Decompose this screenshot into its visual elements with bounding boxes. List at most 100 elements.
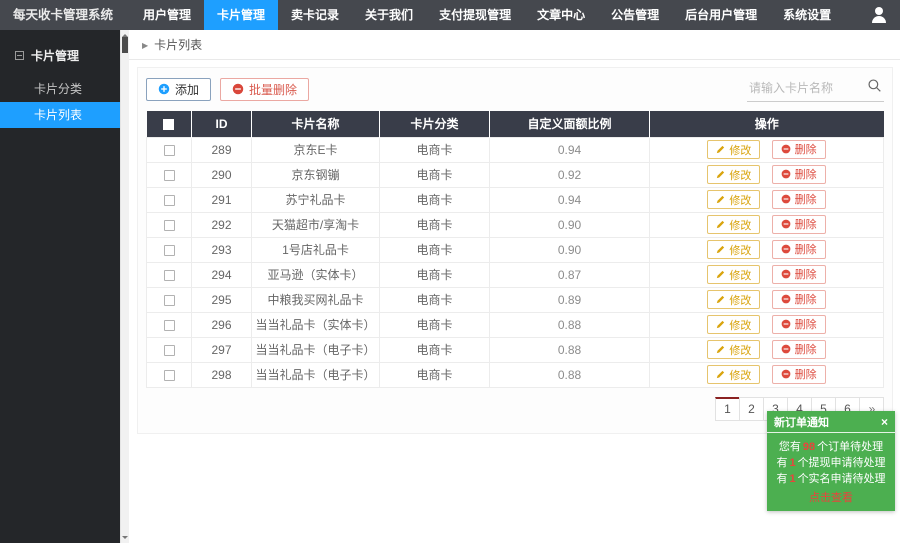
delete-button-label: 删除 <box>794 194 817 207</box>
header-id: ID <box>191 111 252 137</box>
page-button-1[interactable]: 1 <box>715 396 740 421</box>
select-all-checkbox[interactable] <box>163 119 175 131</box>
user-icon[interactable] <box>871 7 887 24</box>
row-checkbox[interactable] <box>163 244 175 256</box>
vertical-scrollbar[interactable] <box>120 30 129 543</box>
edit-button[interactable]: 修改 <box>707 140 761 160</box>
main-nav: 用户管理 卡片管理 卖卡记录 关于我们 支付提现管理 文章中心 公告管理 后台用户管理 系统设置 <box>130 0 844 30</box>
cell-actions: 修改 删除 <box>649 336 884 363</box>
row-checkbox[interactable] <box>163 219 175 231</box>
notification-line: 有 1 个提现申请待处理 <box>776 457 886 469</box>
delete-button[interactable]: 删除 <box>771 189 826 209</box>
cell-id: 291 <box>191 186 252 213</box>
table-header-row: ID 卡片名称 卡片分类 自定义面额比例 操作 <box>146 111 884 137</box>
pencil-icon <box>716 245 725 254</box>
table-row: 290 京东钢镚 电商卡 0.92 修改 删除 <box>146 161 884 188</box>
cell-card-category: 电商卡 <box>379 261 490 288</box>
row-checkbox[interactable] <box>163 294 175 306</box>
edit-button[interactable]: 修改 <box>707 290 761 310</box>
minus-circle-icon <box>781 244 791 254</box>
sidebar-group-label: 卡片管理 <box>31 49 80 63</box>
search-box <box>747 76 884 102</box>
cell-id: 296 <box>191 311 252 338</box>
delete-button[interactable]: 删除 <box>771 314 826 334</box>
delete-button[interactable]: 删除 <box>771 164 826 184</box>
edit-button[interactable]: 修改 <box>707 315 761 335</box>
notification-view-link[interactable]: 点击查看 <box>809 492 853 504</box>
delete-button[interactable]: 删除 <box>771 264 826 284</box>
batch-delete-button[interactable]: 批量删除 <box>220 77 310 101</box>
card-table: ID 卡片名称 卡片分类 自定义面额比例 操作 289 京东E卡 电商卡 0.9… <box>146 111 884 388</box>
edit-button[interactable]: 修改 <box>707 240 761 260</box>
minus-circle-icon <box>781 194 791 204</box>
cell-id: 298 <box>191 361 252 388</box>
delete-button[interactable]: 删除 <box>771 364 826 384</box>
cell-custom-ratio: 0.94 <box>489 136 650 163</box>
sidebar-item[interactable]: 卡片列表 <box>0 102 120 128</box>
delete-button[interactable]: 删除 <box>771 289 826 309</box>
delete-button[interactable]: 删除 <box>771 139 826 159</box>
delete-button-label: 删除 <box>794 244 817 257</box>
edit-button-label: 修改 <box>729 169 752 182</box>
search-input[interactable] <box>749 81 867 95</box>
nav-item[interactable]: 卡片管理 <box>204 0 279 30</box>
page-button-2[interactable]: 2 <box>739 396 764 421</box>
sidebar-group-card-management[interactable]: 卡片管理 <box>0 30 120 76</box>
edit-button[interactable]: 修改 <box>707 215 761 235</box>
user-icon-head <box>875 7 883 15</box>
delete-button-label: 删除 <box>794 344 817 357</box>
nav-item[interactable]: 支付提现管理 <box>439 8 512 22</box>
nav-item[interactable]: 文章中心 <box>537 8 586 22</box>
plus-circle-icon <box>158 83 170 95</box>
nav-item[interactable]: 用户管理 <box>143 8 192 22</box>
scroll-down-arrow-icon[interactable] <box>122 536 128 542</box>
notification-line: 有 1 个实名申请待处理 <box>776 473 886 485</box>
minus-circle-icon <box>781 319 791 329</box>
table-row: 298 当当礼品卡（电子卡） 电商卡 0.88 修改 删除 <box>146 361 884 388</box>
edit-button[interactable]: 修改 <box>707 190 761 210</box>
add-button[interactable]: 添加 <box>146 77 212 101</box>
scroll-up-arrow-icon[interactable] <box>122 31 128 37</box>
cell-actions: 修改 删除 <box>649 211 884 238</box>
row-checkbox[interactable] <box>163 194 175 206</box>
close-icon[interactable]: × <box>880 415 888 429</box>
nav-item[interactable]: 公告管理 <box>611 8 660 22</box>
row-checkbox[interactable] <box>163 344 175 356</box>
cell-card-category: 电商卡 <box>379 311 490 338</box>
search-icon[interactable] <box>867 78 882 98</box>
header-custom-ratio: 自定义面额比例 <box>489 111 650 137</box>
cell-card-name: 当当礼品卡（实体卡） <box>251 311 380 338</box>
cell-card-name: 亚马逊（实体卡） <box>251 261 380 288</box>
row-checkbox[interactable] <box>163 144 175 156</box>
edit-button[interactable]: 修改 <box>707 340 761 360</box>
edit-button[interactable]: 修改 <box>707 265 761 285</box>
row-checkbox[interactable] <box>163 269 175 281</box>
row-checkbox[interactable] <box>163 319 175 331</box>
delete-button[interactable]: 删除 <box>771 214 826 234</box>
row-checkbox[interactable] <box>163 369 175 381</box>
content-card: 添加 批量删除 <box>137 67 893 434</box>
batch-delete-button-label: 批量删除 <box>249 82 298 97</box>
nav-item[interactable]: 关于我们 <box>365 8 414 22</box>
minus-circle-icon <box>781 369 791 379</box>
pending-count: 1 <box>789 457 796 469</box>
cell-id: 294 <box>191 261 252 288</box>
pencil-icon <box>716 170 725 179</box>
delete-button[interactable]: 删除 <box>771 339 826 359</box>
edit-button[interactable]: 修改 <box>707 165 761 185</box>
nav-item[interactable]: 系统设置 <box>783 8 832 22</box>
pending-count: 98 <box>802 441 816 453</box>
edit-button[interactable]: 修改 <box>707 365 761 385</box>
row-checkbox[interactable] <box>163 169 175 181</box>
nav-item[interactable]: 卖卡记录 <box>291 8 340 22</box>
edit-button-label: 修改 <box>729 344 752 357</box>
scrollbar-thumb[interactable] <box>122 37 128 53</box>
delete-button[interactable]: 删除 <box>771 239 826 259</box>
notification-title: 新订单通知 <box>774 417 829 429</box>
cell-custom-ratio: 0.90 <box>489 211 650 238</box>
nav-item[interactable]: 后台用户管理 <box>685 8 758 22</box>
cell-id: 289 <box>191 136 252 163</box>
notification-header: 新订单通知 × <box>767 411 895 433</box>
sidebar-item[interactable]: 卡片分类 <box>34 82 83 96</box>
